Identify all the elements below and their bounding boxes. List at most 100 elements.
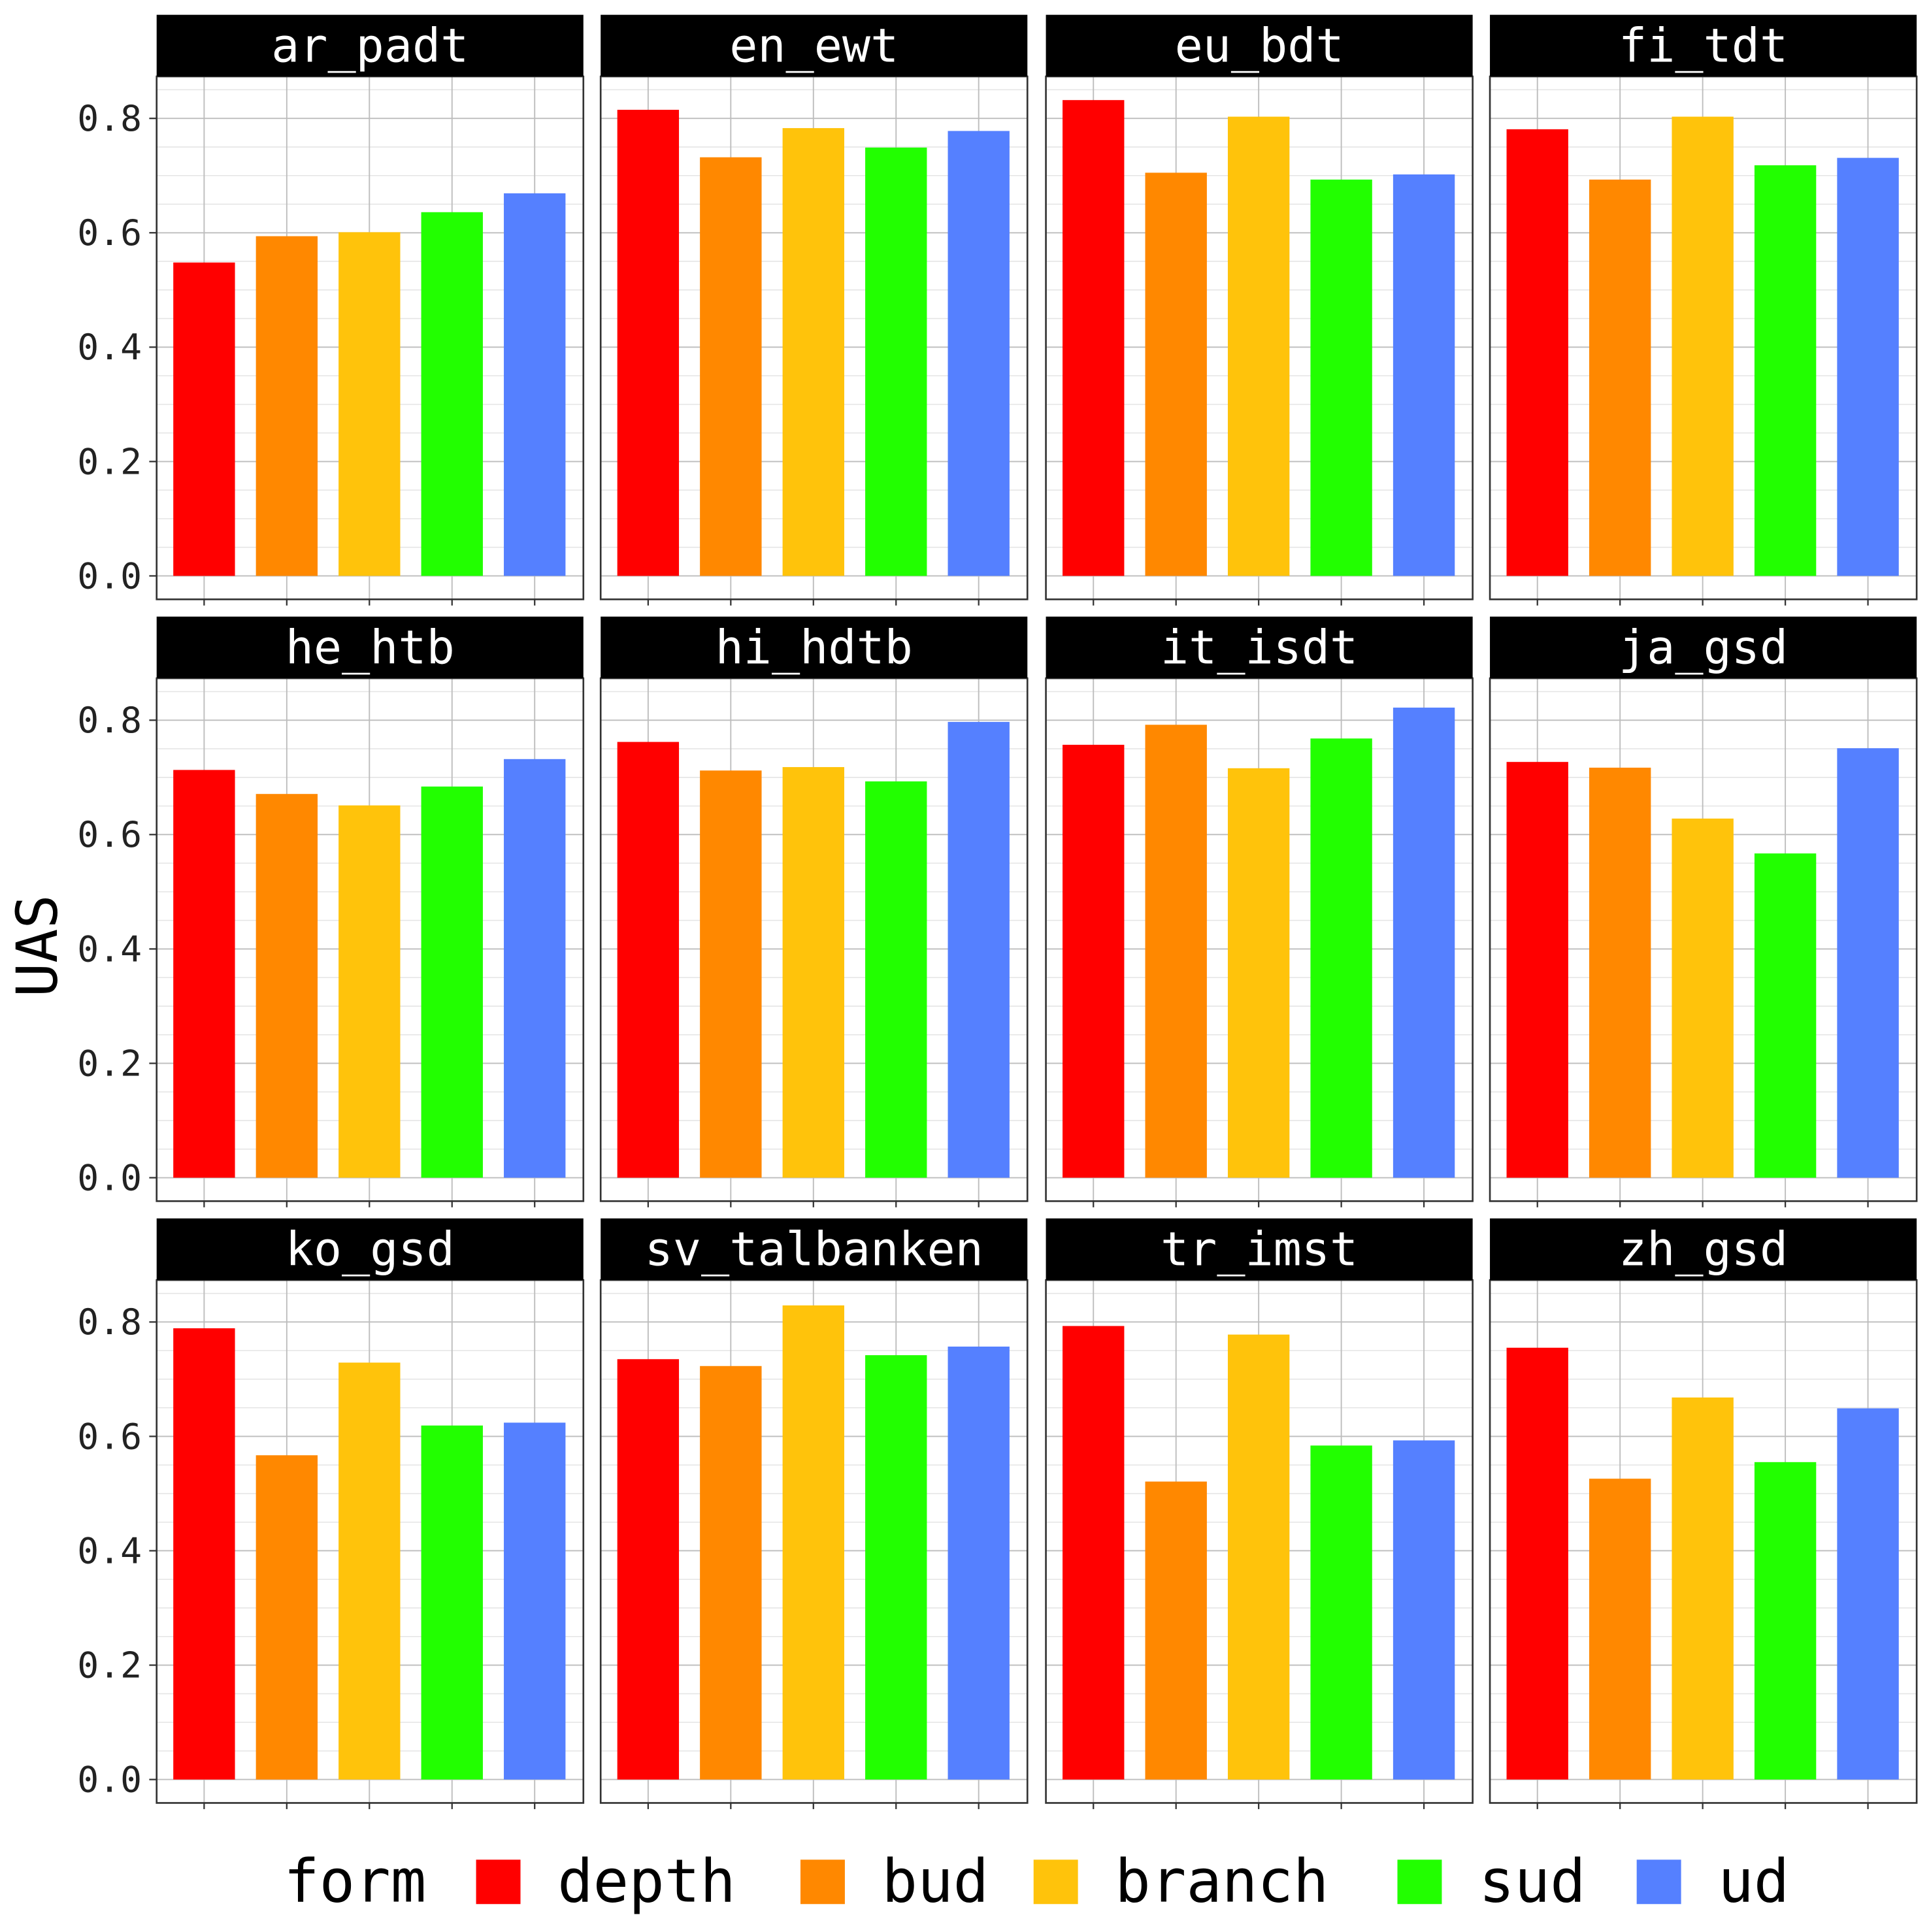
facet-strip <box>1046 616 1473 679</box>
facet-strip <box>1490 14 1917 77</box>
y-tick-label: 0.8 <box>77 699 142 741</box>
y-tick-label: 0.4 <box>77 928 142 970</box>
bar-hi_hdtb-ud <box>948 721 1010 1178</box>
bar-sv_talbanken-ud <box>948 1347 1010 1780</box>
bar-he_htb-sud <box>421 786 483 1178</box>
bar-en_ewt-branch <box>782 128 844 576</box>
bar-tr_imst-bud <box>1145 1481 1207 1780</box>
y-tick-label: 0.8 <box>77 97 142 139</box>
facet-title: fi_tdt <box>1619 18 1788 73</box>
bar-ja_gsd-branch <box>1672 818 1734 1178</box>
facet-strip <box>156 14 584 77</box>
bar-zh_gsd-sud <box>1754 1462 1817 1780</box>
legend-swatch-depth <box>476 1859 521 1905</box>
bar-en_ewt-bud <box>700 157 762 576</box>
facet-title: zh_gsd <box>1619 1222 1788 1277</box>
legend-label-ud: ud <box>1718 1847 1789 1916</box>
legend-swatch-ud <box>1636 1859 1681 1905</box>
facet-title: hi_hdtb <box>716 619 913 674</box>
facet-strip <box>1046 14 1473 77</box>
bar-ja_gsd-ud <box>1837 748 1899 1178</box>
legend-label-branch: branch <box>1115 1847 1328 1916</box>
bar-ko_gsd-ud <box>504 1422 566 1780</box>
bar-fi_tdt-sud <box>1754 165 1817 576</box>
facet-title: ja_gsd <box>1619 619 1788 674</box>
bar-ar_padt-depth <box>173 262 235 576</box>
y-tick-label: 0.0 <box>77 1758 142 1800</box>
legend-swatch-branch <box>1033 1859 1078 1905</box>
legend-swatch-sud <box>1397 1859 1442 1905</box>
bar-zh_gsd-depth <box>1506 1347 1568 1780</box>
bar-ja_gsd-sud <box>1754 853 1817 1178</box>
facet-title: eu_bdt <box>1175 18 1344 73</box>
bar-hi_hdtb-bud <box>700 770 762 1178</box>
bar-tr_imst-depth <box>1063 1326 1125 1780</box>
facet-title: ar_padt <box>271 18 469 73</box>
legend-title: form <box>284 1847 426 1916</box>
bar-sv_talbanken-sud <box>865 1355 927 1780</box>
bar-hi_hdtb-sud <box>865 781 927 1178</box>
bar-zh_gsd-branch <box>1672 1397 1734 1780</box>
bar-it_isdt-depth <box>1063 744 1125 1178</box>
facet-title: tr_imst <box>1161 1222 1358 1277</box>
bar-ar_padt-ud <box>504 193 566 576</box>
bar-tr_imst-sud <box>1310 1445 1372 1780</box>
facet-strip <box>601 616 1028 679</box>
y-tick-label: 0.6 <box>77 212 142 254</box>
y-tick-label: 0.4 <box>77 326 142 368</box>
bar-ar_padt-sud <box>421 212 483 576</box>
bar-fi_tdt-depth <box>1506 129 1568 576</box>
bar-en_ewt-ud <box>948 131 1010 576</box>
bar-fi_tdt-branch <box>1672 116 1734 576</box>
bar-he_htb-branch <box>338 805 401 1178</box>
bar-eu_bdt-depth <box>1063 100 1125 576</box>
bar-sv_talbanken-branch <box>782 1305 844 1780</box>
facet-title: sv_talbanken <box>645 1222 983 1277</box>
facet-strip <box>1046 1218 1473 1281</box>
bar-ar_padt-branch <box>338 232 401 576</box>
bar-fi_tdt-bud <box>1589 179 1651 576</box>
legend-swatch-bud <box>800 1859 845 1905</box>
bar-zh_gsd-ud <box>1837 1408 1899 1780</box>
facet-title: it_isdt <box>1161 619 1358 674</box>
y-tick-label: 0.6 <box>77 813 142 855</box>
bar-eu_bdt-branch <box>1227 116 1290 576</box>
panel-frames <box>149 14 1918 1809</box>
y-tick-label: 0.2 <box>77 440 142 482</box>
bar-sv_talbanken-depth <box>617 1359 680 1780</box>
facet-strip <box>601 1218 1028 1281</box>
facet-title: he_htb <box>286 619 455 674</box>
bar-it_isdt-branch <box>1227 768 1290 1178</box>
bar-ko_gsd-sud <box>421 1425 483 1780</box>
bar-it_isdt-sud <box>1310 738 1372 1178</box>
bar-he_htb-ud <box>504 759 566 1178</box>
facet-strip <box>601 14 1028 77</box>
bar-hi_hdtb-depth <box>617 742 680 1178</box>
facet-title: ko_gsd <box>286 1222 455 1277</box>
bar-tr_imst-branch <box>1227 1334 1290 1780</box>
bar-eu_bdt-sud <box>1310 179 1372 576</box>
bar-zh_gsd-bud <box>1589 1479 1651 1780</box>
bar-it_isdt-bud <box>1145 725 1207 1178</box>
gridlines <box>156 76 1917 1803</box>
facet-strip <box>156 1218 584 1281</box>
bar-ja_gsd-bud <box>1589 767 1651 1178</box>
bar-sv_talbanken-bud <box>700 1366 762 1780</box>
bar-tr_imst-ud <box>1393 1440 1455 1780</box>
bar-ja_gsd-depth <box>1506 762 1568 1178</box>
bar-en_ewt-depth <box>617 110 680 576</box>
bar-eu_bdt-bud <box>1145 172 1207 576</box>
y-tick-label: 0.4 <box>77 1530 142 1571</box>
y-tick-label: 0.2 <box>77 1644 142 1686</box>
bar-ko_gsd-bud <box>256 1455 318 1780</box>
facet-strip <box>1490 616 1917 679</box>
labels: ar_padt 0.0 0.2 0.4 0.6 0.8 en_ewt eu_bdt fi_tdt… <box>5 18 1788 1800</box>
bar-he_htb-bud <box>256 794 318 1178</box>
bar-he_htb-depth <box>173 770 235 1178</box>
legend-label-sud: sud <box>1479 1847 1586 1916</box>
bar-ko_gsd-branch <box>338 1362 401 1780</box>
bar-eu_bdt-ud <box>1393 174 1455 576</box>
legend: form depth bud branch sud ud <box>284 1847 1789 1916</box>
